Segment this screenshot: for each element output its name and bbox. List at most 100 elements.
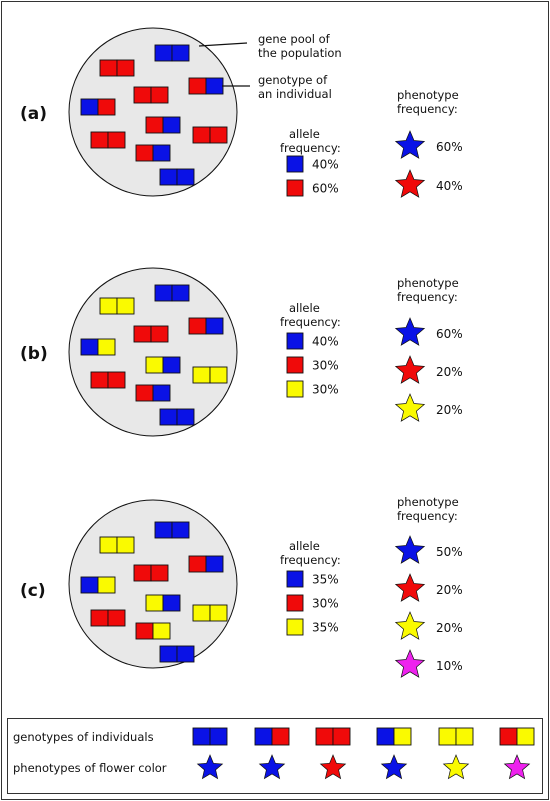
allele-cell	[162, 594, 181, 612]
legend: genotypes of individuals phenotypes of f…	[7, 718, 543, 794]
genotype-ry	[499, 727, 535, 746]
genotype-bb	[154, 44, 190, 62]
genotype-rr	[133, 325, 169, 343]
allele-cell	[107, 371, 126, 389]
allele-cell	[332, 727, 351, 746]
legend-genotypes-label: genotypes of individuals	[13, 730, 154, 744]
panel-c: (c) allele frequency: 35% 30% 35% phenotyp…	[20, 495, 463, 678]
allele-cell	[80, 98, 99, 116]
phenotype-title-line2: frequency:	[397, 290, 458, 304]
allele-cell	[145, 356, 164, 374]
genotype-annotation-line2: an individual	[258, 87, 332, 101]
allele-frequency-list: 40% 60%	[286, 155, 339, 197]
yellow-allele-swatch	[286, 618, 304, 636]
allele-cell	[205, 77, 224, 95]
allele-cell	[192, 126, 211, 144]
allele-cell	[188, 555, 207, 573]
genotype-rr	[90, 371, 126, 389]
red-allele-swatch	[286, 179, 304, 197]
allele-cell	[315, 727, 334, 746]
phenotype-frequency-value: 20%	[436, 403, 463, 417]
blue-flower-star-icon	[394, 317, 426, 346]
genotype-yy	[438, 727, 474, 746]
allele-cell	[254, 727, 273, 746]
allele-cell	[135, 622, 154, 640]
allele-cell	[133, 86, 152, 104]
genotype-rb	[135, 144, 171, 162]
allele-cell	[97, 98, 116, 116]
allele-cell	[205, 317, 224, 335]
allele-cell	[97, 576, 116, 594]
allele-cell	[99, 297, 118, 315]
allele-cell	[171, 284, 190, 302]
allele-cell	[150, 564, 169, 582]
blue-flower-star-icon	[394, 535, 426, 564]
allele-cell	[145, 116, 164, 134]
genotype-by	[80, 338, 116, 356]
allele-title-line1: allele	[289, 539, 320, 553]
allele-cell	[90, 131, 109, 149]
allele-cell	[99, 536, 118, 554]
red-allele-swatch	[286, 594, 304, 612]
genotype-rr	[192, 126, 228, 144]
allele-cell	[90, 609, 109, 627]
genotype-rr	[90, 609, 126, 627]
phenotype-frequency-value: 10%	[436, 659, 463, 673]
allele-cell	[271, 727, 290, 746]
phenotype-frequency-value: 60%	[436, 140, 463, 154]
phenotype-frequency-value: 60%	[436, 327, 463, 341]
allele-cell	[192, 604, 211, 622]
allele-cell	[107, 609, 126, 627]
phenotype-title-line2: frequency:	[397, 509, 458, 523]
genotype-yb	[145, 594, 181, 612]
panel-b: (b) allele frequency: 40% 30% 30% phenotyp…	[20, 267, 463, 437]
allele-frequency-value: 40%	[312, 335, 339, 349]
allele-cell	[162, 116, 181, 134]
allele-cell	[116, 536, 135, 554]
genotype-bb	[159, 408, 195, 426]
allele-cell	[150, 86, 169, 104]
red-flower-star-icon	[394, 169, 426, 198]
phenotype-frequency-value: 20%	[436, 365, 463, 379]
allele-cell	[107, 131, 126, 149]
genotype-bb	[159, 168, 195, 186]
genotype-br	[254, 727, 290, 746]
allele-cell	[159, 408, 178, 426]
genotype-group	[80, 521, 228, 663]
phenotype-frequency-list: 60% 40%	[394, 130, 463, 198]
phenotype-frequency-value: 20%	[436, 621, 463, 635]
allele-title-line2: frequency:	[280, 553, 341, 567]
yellow-flower-star-icon	[394, 393, 426, 422]
allele-cell	[159, 645, 178, 663]
allele-cell	[171, 44, 190, 62]
blue-flower-star-icon	[196, 754, 224, 780]
genotype-rr	[133, 564, 169, 582]
red-flower-star-icon	[394, 573, 426, 602]
panel-label: (a)	[20, 104, 47, 124]
allele-cell	[393, 727, 412, 746]
phenotype-title-line1: phenotype	[397, 276, 459, 290]
allele-cell	[438, 727, 457, 746]
allele-title-line2: frequency:	[280, 315, 341, 329]
phenotype-title-line2: frequency:	[397, 102, 458, 116]
genotype-yy	[99, 536, 135, 554]
blue-allele-swatch	[286, 570, 304, 588]
allele-cell	[135, 144, 154, 162]
allele-cell	[188, 317, 207, 335]
allele-title-line1: allele	[289, 127, 320, 141]
allele-cell	[209, 727, 228, 746]
yellow-flower-star-icon	[394, 611, 426, 640]
genotype-bb	[154, 521, 190, 539]
allele-cell	[133, 325, 152, 343]
allele-cell	[152, 144, 171, 162]
allele-cell	[176, 168, 195, 186]
blue-flower-star-icon	[258, 754, 286, 780]
allele-cell	[154, 44, 173, 62]
magenta-flower-star-icon	[394, 649, 426, 678]
allele-cell	[192, 366, 211, 384]
allele-cell	[205, 555, 224, 573]
allele-cell	[152, 622, 171, 640]
allele-frequency-value: 35%	[312, 621, 339, 635]
allele-frequency-value: 40%	[312, 158, 339, 172]
